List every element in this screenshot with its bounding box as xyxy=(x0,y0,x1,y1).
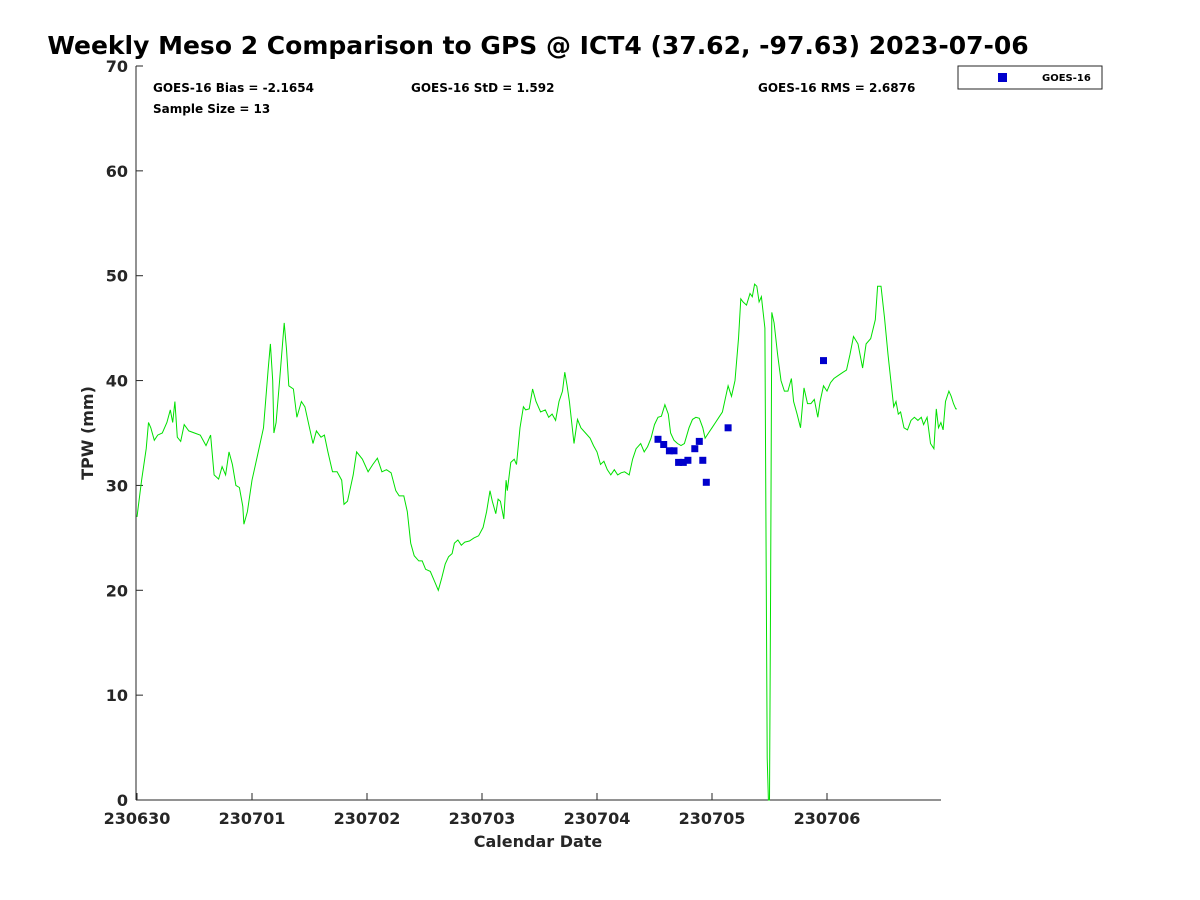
legend-marker xyxy=(998,73,1007,82)
y-ticks: 0 10 20 30 40 50 60 70 xyxy=(106,57,143,810)
goes-16-point xyxy=(660,441,668,448)
goes-16-point xyxy=(654,435,662,443)
legend-label: GOES-16 xyxy=(1042,73,1091,84)
goes-16-point xyxy=(675,458,683,466)
y-tick-label: 30 xyxy=(106,476,128,495)
y-tick-label: 10 xyxy=(106,686,128,705)
sample-size-stat: Sample Size = 13 xyxy=(153,102,270,116)
y-tick-label: 40 xyxy=(106,372,128,391)
goes-16-point xyxy=(702,478,710,486)
x-tick-label: 230705 xyxy=(679,809,746,828)
legend: GOES-16 xyxy=(957,65,1103,90)
x-tick-label: 230706 xyxy=(794,809,861,828)
y-tick-label: 0 xyxy=(117,791,128,810)
x-tick-label: 230704 xyxy=(564,809,631,828)
goes-16-point xyxy=(695,437,703,445)
goes-16-point xyxy=(679,458,687,466)
bias-stat: GOES-16 Bias = -2.1654 xyxy=(153,81,314,95)
x-tick-label: 230630 xyxy=(104,809,171,828)
std-stat: GOES-16 StD = 1.592 xyxy=(411,81,554,95)
goes-16-series xyxy=(654,357,827,486)
x-ticks: 230630 230701 230702 230703 230704 230705 2307… xyxy=(104,793,861,828)
rms-stat: GOES-16 RMS = 2.6876 xyxy=(758,81,915,95)
y-tick-label: 20 xyxy=(106,581,128,600)
gps-tpw-series xyxy=(136,283,957,801)
y-tick-label: 60 xyxy=(106,162,128,181)
y-axis-label: TPW (mm) xyxy=(78,386,97,480)
x-tick-label: 230701 xyxy=(219,809,286,828)
goes-16-point xyxy=(665,447,673,455)
x-tick-label: 230703 xyxy=(449,809,516,828)
y-tick-label: 50 xyxy=(106,267,128,286)
gps-tpw-line xyxy=(136,283,957,801)
plot-area xyxy=(136,66,941,800)
goes-16-point xyxy=(820,357,827,365)
x-tick-label: 230702 xyxy=(334,809,401,828)
goes-16-point xyxy=(670,447,678,455)
goes-16-point xyxy=(691,445,699,453)
y-tick-label: 70 xyxy=(106,57,128,76)
x-axis-label: Calendar Date xyxy=(474,832,603,851)
goes-16-point xyxy=(699,456,707,464)
legend-box xyxy=(957,65,1103,90)
goes-16-point xyxy=(684,456,692,464)
chart-title: Weekly Meso 2 Comparison to GPS @ ICT4 (… xyxy=(47,31,1028,60)
goes-16-point xyxy=(724,424,732,432)
